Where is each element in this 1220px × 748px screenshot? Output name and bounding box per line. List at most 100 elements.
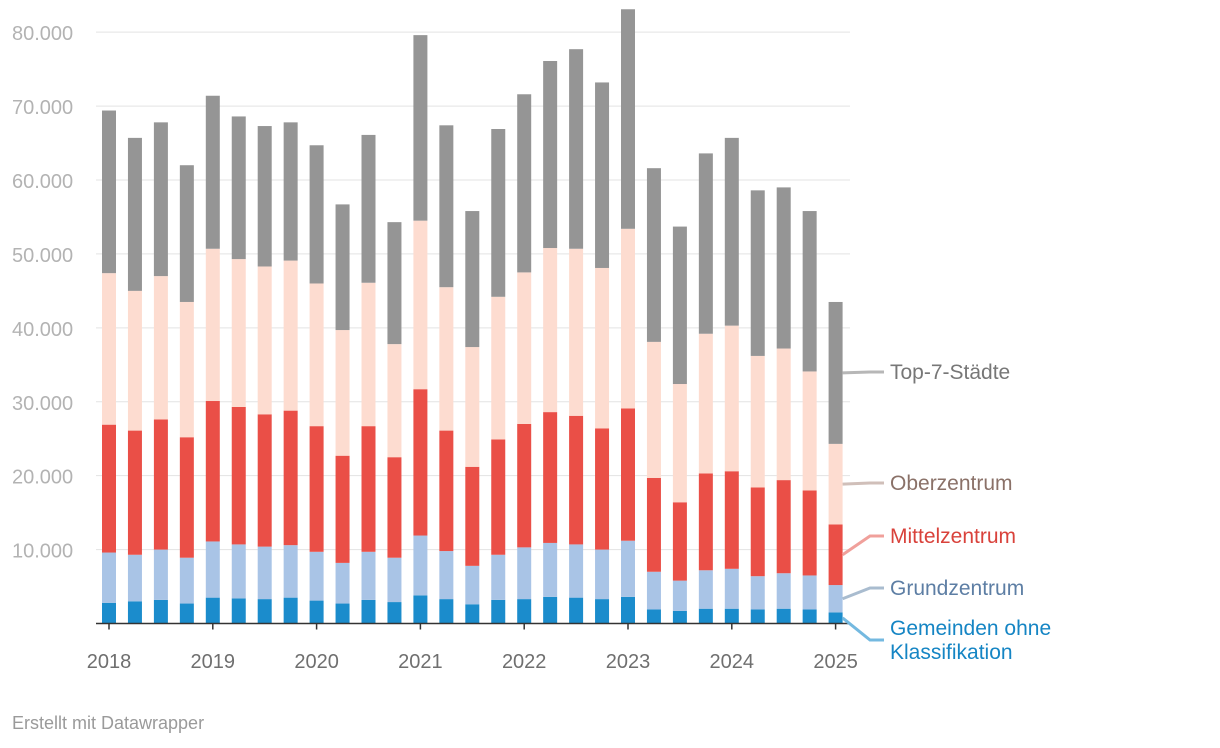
bar-segment	[491, 129, 506, 297]
bar-segment	[153, 599, 168, 624]
bar-segment	[179, 437, 194, 558]
bar-segment	[776, 187, 791, 349]
bar-segment	[127, 601, 142, 624]
bar-segment	[569, 597, 584, 624]
bar-segment	[335, 204, 350, 331]
x-tick-label: 2025	[813, 651, 858, 673]
bar-segment	[127, 137, 142, 291]
bar-segment	[750, 576, 765, 610]
bar-segment	[698, 473, 713, 571]
bar-segment	[309, 551, 324, 601]
bar-segment	[153, 419, 168, 550]
bar-segment	[102, 110, 116, 274]
bar-segment	[491, 439, 506, 555]
bar-segment	[828, 443, 843, 525]
y-tick-label: 70.000	[12, 97, 73, 119]
bar-segment	[776, 348, 791, 481]
bar-segment	[387, 557, 402, 603]
bar-segment	[257, 414, 272, 547]
bar-segment	[439, 287, 454, 431]
bar-segment	[102, 552, 116, 603]
legend-connector	[841, 534, 884, 556]
x-tick-label: 2023	[606, 651, 651, 673]
bar-segment	[802, 211, 817, 372]
bar-segment	[205, 95, 220, 249]
bar-segment	[828, 585, 843, 613]
bar-segment	[257, 126, 272, 267]
bar-segment	[335, 562, 350, 604]
y-tick-label: 60.000	[12, 171, 73, 193]
bar-segment	[465, 466, 480, 566]
bar-segment	[413, 595, 428, 624]
legend-connector	[842, 586, 884, 601]
bar-segment	[335, 603, 350, 624]
legend-label: Mittelzentrum	[890, 525, 1016, 548]
bar-segment	[776, 573, 791, 609]
bar-segment	[179, 557, 194, 604]
bar-segment	[309, 600, 324, 624]
bar-segment	[439, 551, 454, 600]
bar-segment	[231, 116, 246, 260]
bar-segment	[283, 260, 298, 411]
y-tick-label: 10.000	[12, 541, 73, 563]
legend-label: Gemeinden ohne	[890, 617, 1051, 640]
credit-text: Erstellt mit Datawrapper	[12, 713, 205, 733]
bar-segment	[802, 371, 817, 491]
bar-segment	[646, 609, 661, 624]
bar-segment	[283, 410, 298, 546]
bar-segment	[595, 428, 610, 550]
bar-segment	[672, 580, 687, 611]
y-tick-label: 40.000	[12, 319, 73, 341]
bar-segment	[413, 535, 428, 596]
bar-segment	[231, 406, 246, 545]
y-tick-label: 30.000	[12, 393, 73, 415]
bar-segment	[205, 401, 220, 542]
bar-segment	[724, 137, 739, 326]
x-tick-label: 2020	[294, 651, 339, 673]
bar-segment	[283, 122, 298, 261]
legend-label: Oberzentrum	[890, 472, 1013, 495]
y-axis: 10.000 20.000 30.000 40.000 50.000 60.000 70.0…	[12, 23, 73, 562]
bar-segment	[724, 608, 739, 624]
bar-segment	[361, 134, 376, 283]
bar-segment	[543, 542, 558, 597]
bar-segment	[621, 408, 635, 541]
bar-segment	[231, 544, 246, 599]
x-tick-label: 2018	[87, 651, 132, 673]
bar-segment	[828, 301, 843, 444]
bar-segment	[102, 602, 116, 624]
bar-segment	[543, 412, 558, 543]
bar-segment	[102, 273, 116, 425]
bar-segment	[439, 599, 454, 624]
bar-segment	[231, 598, 246, 624]
bar-segment	[387, 602, 402, 624]
bar-segment	[257, 546, 272, 600]
bar-segment	[153, 122, 168, 277]
bar-segment	[595, 549, 610, 600]
bar-segment	[802, 490, 817, 576]
bar-segment	[127, 430, 142, 555]
y-tick-label: 20.000	[12, 467, 73, 489]
bar-segment	[309, 426, 324, 552]
bar-segment	[646, 168, 661, 342]
bar-segment	[543, 596, 558, 624]
bar-segment	[205, 541, 220, 598]
bar-segment	[413, 389, 428, 536]
bar-segment	[153, 549, 168, 600]
bar-segment	[257, 266, 272, 415]
bar-segment	[750, 190, 765, 356]
bar-segment	[491, 554, 506, 600]
bar-segment	[543, 248, 558, 413]
bar-segment	[491, 296, 506, 440]
bar-segment	[776, 608, 791, 624]
bar-segment	[698, 608, 713, 624]
bar-segment	[309, 145, 324, 284]
bar-segment	[646, 341, 661, 478]
bar-segment	[517, 423, 532, 548]
bar-segment	[205, 597, 220, 624]
bar-segment	[283, 545, 298, 598]
bar-segment	[439, 125, 454, 288]
bar-segment	[621, 9, 635, 229]
bar-segment	[724, 471, 739, 569]
